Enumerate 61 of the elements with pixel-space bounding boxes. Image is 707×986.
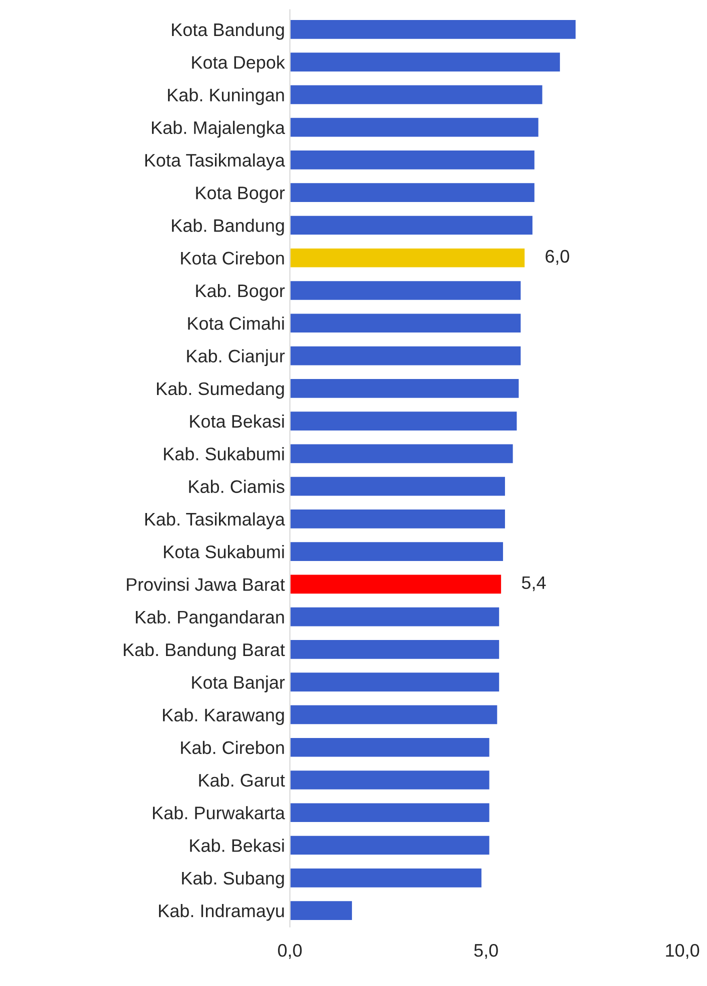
bar xyxy=(290,573,502,596)
y-tick-label: Kab. Subang xyxy=(182,871,284,888)
bar xyxy=(290,280,522,302)
y-tick-label: Kab. Indramayu xyxy=(159,904,284,921)
y-tick-label: Kota Bogor xyxy=(196,186,285,203)
y-tick-label: Kota Banjar xyxy=(192,676,285,692)
x-tick-label: 0,0 xyxy=(278,944,302,959)
y-tick-label: Kab. Sumedang xyxy=(157,382,284,399)
bar xyxy=(290,149,536,171)
bar xyxy=(290,508,506,530)
bar xyxy=(290,182,536,204)
bar xyxy=(290,540,504,562)
y-tick-label: Kab. Bogor xyxy=(196,284,285,301)
y-tick-label: Kota Bandung xyxy=(172,22,284,40)
bar xyxy=(290,116,540,138)
x-tick-label: 10,0 xyxy=(666,944,700,959)
bar xyxy=(290,475,506,498)
y-tick-label: Kab. Majalengka xyxy=(152,120,286,138)
y-tick-label: Kota Cimahi xyxy=(188,316,284,330)
y-tick-label: Provinsi Jawa Barat xyxy=(126,578,285,591)
y-tick-label: Kab. Bandung xyxy=(172,218,284,236)
bar xyxy=(290,214,534,236)
bar xyxy=(290,671,500,693)
y-tick-label: Kab. Cirebon xyxy=(181,740,284,754)
y-tick-label: Kota Tasikmalaya xyxy=(145,153,286,170)
bar xyxy=(290,312,522,334)
y-tick-label: Kab. Ciamis xyxy=(189,480,284,494)
bar xyxy=(290,736,491,758)
data-label: 6,0 xyxy=(546,250,570,265)
data-label: 5,4 xyxy=(522,576,546,592)
y-tick-label: Kota Bekasi xyxy=(190,414,284,428)
y-tick-label: Kota Depok xyxy=(192,56,286,72)
bar xyxy=(290,638,500,660)
bar xyxy=(290,769,491,791)
bar xyxy=(290,442,514,464)
y-tick-label: Kab. Pangandaran xyxy=(136,610,284,628)
bar xyxy=(290,834,491,856)
y-tick-label: Kab. Tasikmalaya xyxy=(145,512,286,530)
x-tick-label: 5,0 xyxy=(474,944,498,959)
y-tick-label: Kab. Cianjur xyxy=(187,349,285,366)
bar xyxy=(290,344,522,367)
y-tick-label: Kab. Garut xyxy=(199,773,285,787)
bar xyxy=(290,84,544,106)
y-tick-label: Kota Sukabumi xyxy=(164,545,284,558)
bar xyxy=(290,18,578,40)
y-tick-label: Kab. Karawang xyxy=(163,708,284,726)
y-tick-label: Kab. Bekasi xyxy=(190,838,284,852)
bar xyxy=(290,606,500,628)
bar xyxy=(290,704,499,726)
bar xyxy=(290,410,518,432)
y-tick-label: Kab. Sukabumi xyxy=(164,447,284,460)
bar xyxy=(290,867,483,889)
bar xyxy=(290,900,354,922)
bar xyxy=(290,247,526,269)
y-tick-label: Kab. Kuningan xyxy=(168,88,284,105)
y-tick-label: Kota Cirebon xyxy=(181,251,284,265)
bar xyxy=(290,378,520,400)
y-tick-label: Kab. Purwakarta xyxy=(153,806,286,820)
bar xyxy=(290,802,491,824)
y-tick-label: Kab. Bandung Barat xyxy=(124,642,285,660)
bar xyxy=(290,51,562,73)
